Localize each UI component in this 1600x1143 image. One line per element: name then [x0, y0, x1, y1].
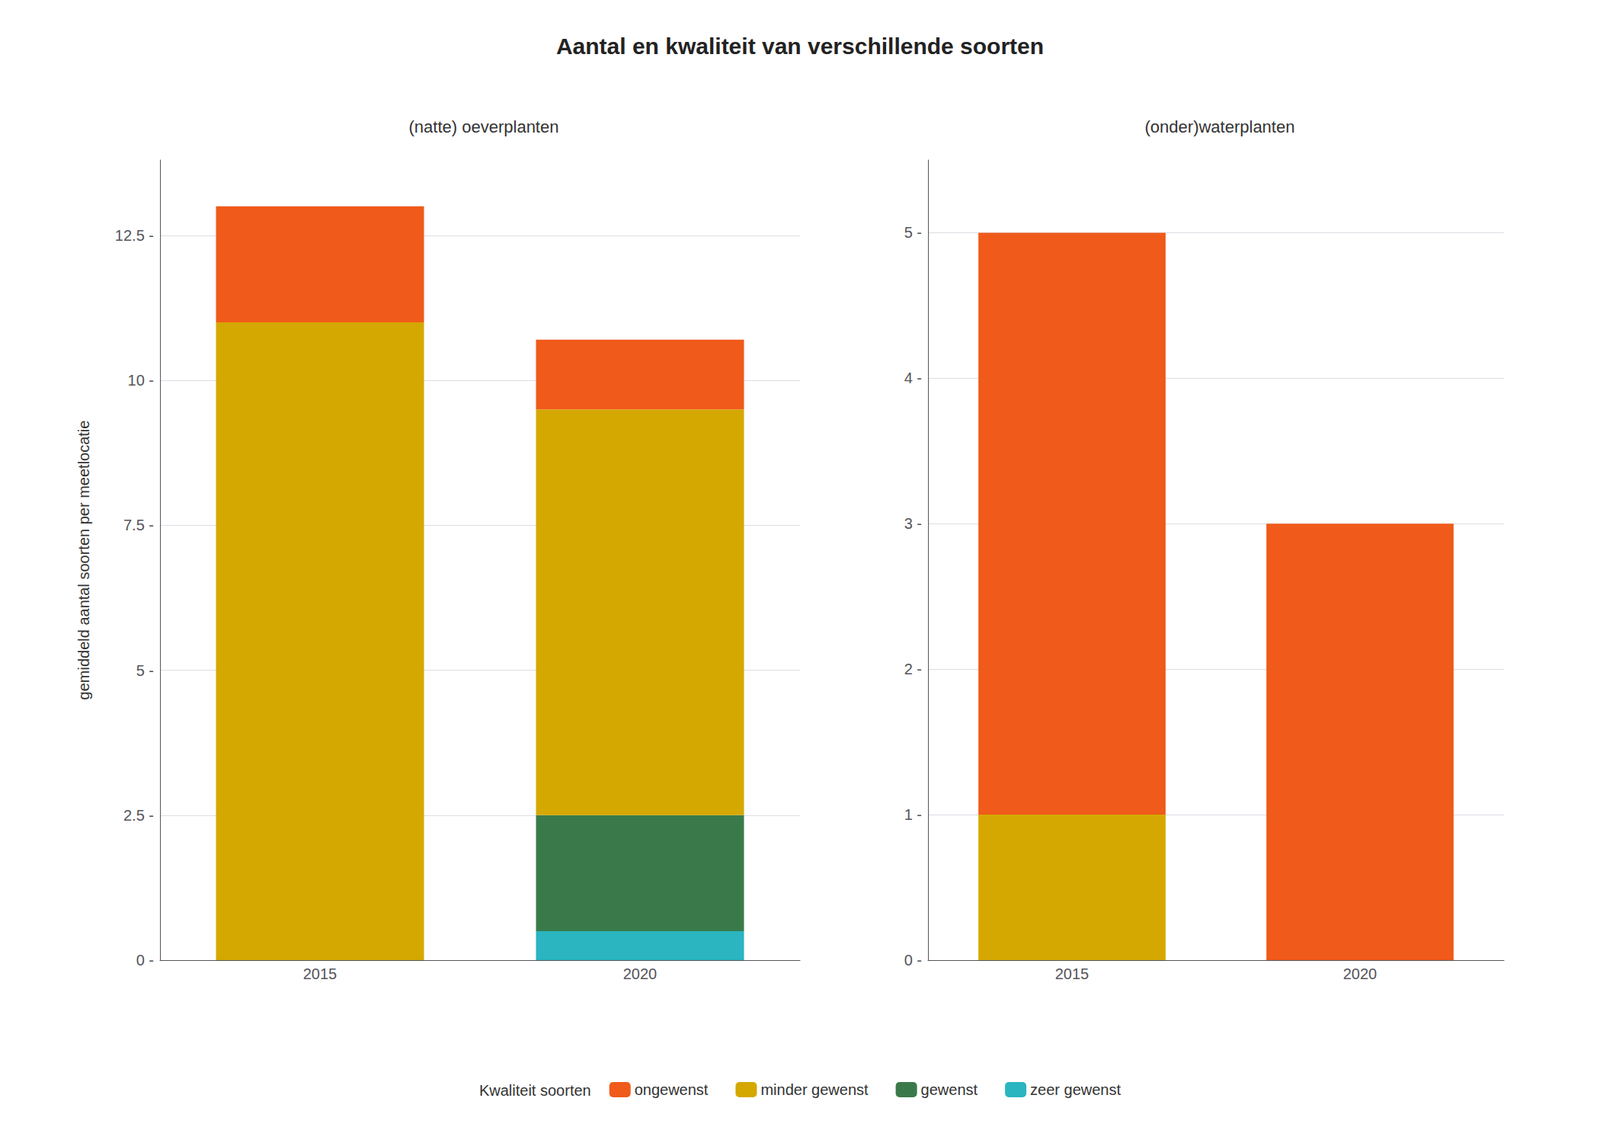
svg-text:(natte) oeverplanten: (natte) oeverplanten — [409, 117, 560, 137]
svg-text:12.5 -: 12.5 - — [115, 227, 154, 244]
svg-text:5 -: 5 - — [136, 662, 154, 679]
svg-text:2020: 2020 — [623, 965, 658, 983]
svg-text:2015: 2015 — [1055, 965, 1090, 983]
svg-text:2015: 2015 — [303, 965, 338, 983]
svg-text:gemiddeld aantal soorten per m: gemiddeld aantal soorten per meetlocatie — [75, 420, 93, 701]
svg-text:1 -: 1 - — [904, 806, 922, 823]
svg-text:ongewenst: ongewenst — [634, 1081, 709, 1098]
svg-text:2 -: 2 - — [904, 660, 922, 678]
svg-text:2020: 2020 — [1343, 965, 1378, 983]
svg-text:minder gewenst: minder gewenst — [760, 1081, 869, 1098]
svg-text:0 -: 0 - — [136, 951, 154, 969]
svg-text:7.5 -: 7.5 - — [123, 516, 154, 534]
svg-text:Aantal en kwaliteit van versch: Aantal en kwaliteit van verschillende so… — [556, 33, 1044, 59]
svg-text:gewenst: gewenst — [921, 1081, 979, 1098]
svg-text:10 -: 10 - — [128, 371, 154, 389]
svg-text:zeer gewenst: zeer gewenst — [1030, 1081, 1121, 1098]
svg-text:5 -: 5 - — [904, 224, 922, 241]
svg-text:(onder)waterplanten: (onder)waterplanten — [1145, 117, 1296, 137]
svg-text:0 -: 0 - — [904, 951, 922, 969]
svg-text:3 -: 3 - — [904, 515, 922, 532]
svg-text:Kwaliteit soorten: Kwaliteit soorten — [479, 1081, 592, 1099]
svg-text:4 -: 4 - — [904, 369, 922, 387]
svg-text:2.5 -: 2.5 - — [123, 806, 154, 824]
